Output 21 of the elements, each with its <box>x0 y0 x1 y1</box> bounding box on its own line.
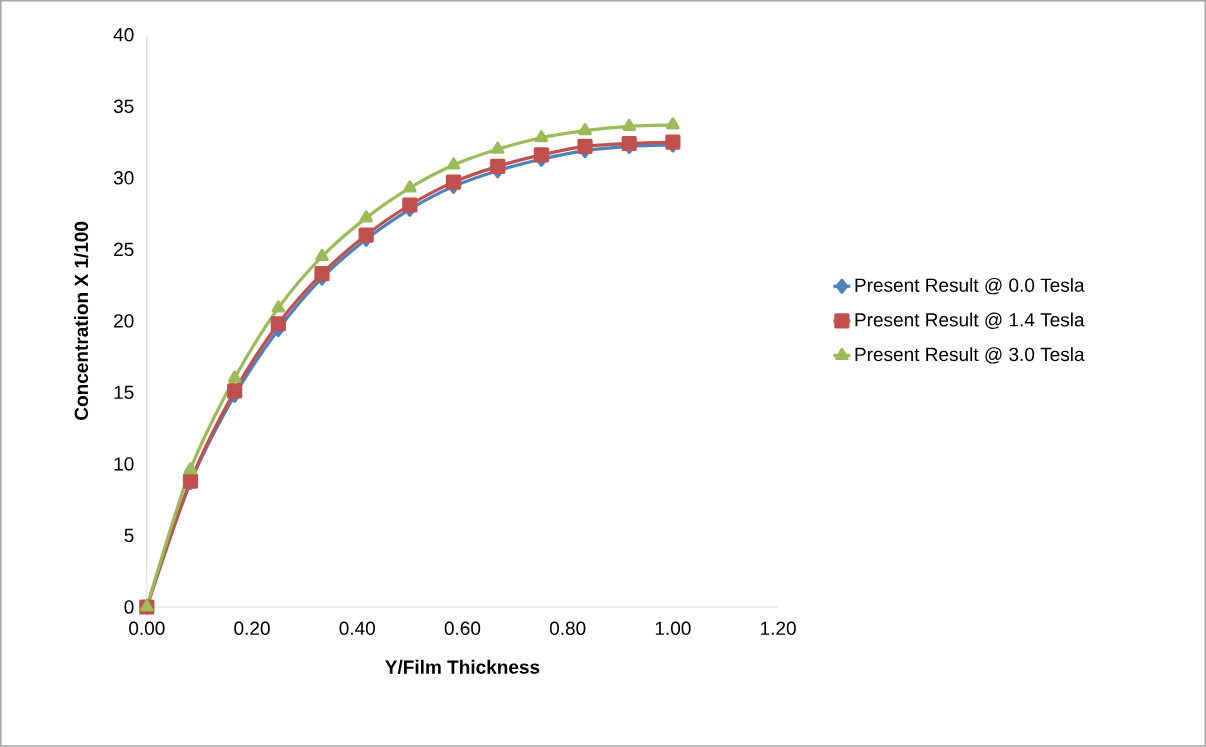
y-tick-label: 40 <box>113 28 134 42</box>
x-axis-title: Y/Film Thickness <box>385 659 540 675</box>
legend-label: Present Result @ 1.4 Tesla <box>855 312 1085 330</box>
y-tick-label: 10 <box>114 457 134 471</box>
x-tick-label: 0.20 <box>234 621 270 636</box>
y-tick-label: 0 <box>124 600 134 614</box>
x-tick-label: 0.60 <box>444 621 481 636</box>
y-tick-label: 35 <box>113 99 134 114</box>
y-tick-label: 20 <box>114 314 134 328</box>
x-tick-label: 1.00 <box>655 621 691 636</box>
x-tick-label: 1.20 <box>761 621 796 636</box>
legend-label: Present Result @ 0.0 Tesla <box>855 278 1085 295</box>
x-tick-label: 0.80 <box>549 621 586 636</box>
y-tick-label: 15 <box>114 385 134 400</box>
y-tick-label: 30 <box>113 171 134 185</box>
x-tick-label: 0.00 <box>129 621 165 636</box>
y-tick-label: 5 <box>124 528 134 543</box>
y-tick-label: 25 <box>114 242 134 257</box>
x-tick-label: 0.40 <box>339 621 375 636</box>
legend-label: Present Result @ 3.0 Tesla <box>855 347 1085 364</box>
y-axis-title: Concentration X 1/100 <box>74 221 89 421</box>
